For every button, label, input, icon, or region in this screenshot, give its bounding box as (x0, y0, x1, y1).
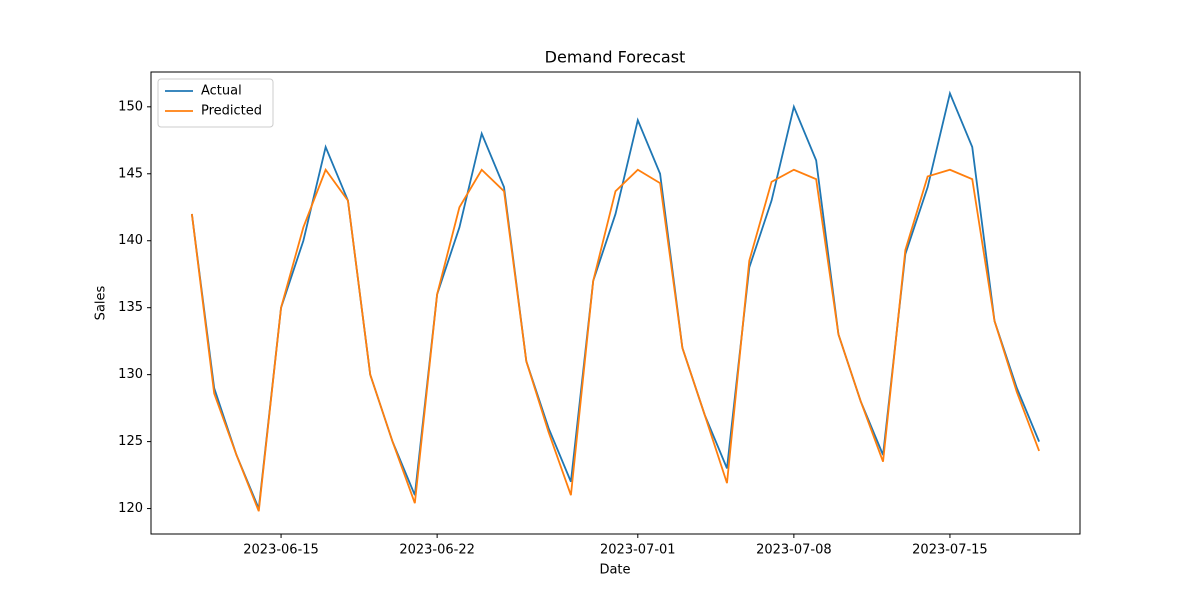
legend-label: Predicted (201, 104, 262, 119)
y-tick-label: 120 (118, 501, 143, 516)
x-tick-label: 2023-06-22 (399, 543, 475, 558)
y-tick-label: 145 (118, 166, 143, 181)
legend-label: Actual (201, 84, 242, 99)
y-tick-label: 130 (118, 367, 143, 382)
x-tick-label: 2023-07-08 (756, 543, 832, 558)
plot-area (150, 71, 1081, 535)
x-tick-label: 2023-07-15 (912, 543, 988, 558)
x-tick-label: 2023-07-01 (600, 543, 676, 558)
y-tick-label: 125 (118, 434, 143, 449)
y-axis-label: Sales (94, 285, 109, 320)
x-tick-label: 2023-06-15 (243, 543, 319, 558)
line-series (190, 167, 1040, 512)
y-tick-label: 140 (118, 233, 143, 248)
chart-title: Demand Forecast (545, 48, 686, 67)
y-tick-label: 150 (118, 99, 143, 114)
y-tick-label: 135 (118, 300, 143, 315)
legend: Actual Predicted (157, 78, 274, 128)
x-axis-label: Date (599, 563, 630, 578)
line-series (190, 90, 1040, 509)
